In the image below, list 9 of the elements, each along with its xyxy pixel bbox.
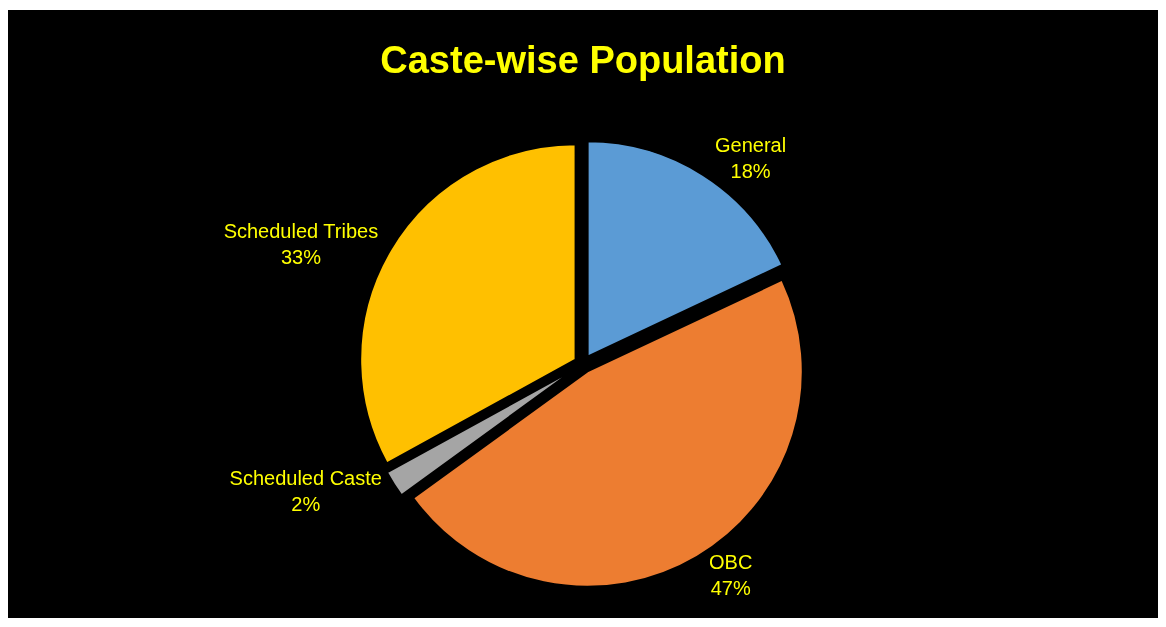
data-label: 33% — [280, 245, 322, 268]
data-label: 18% — [730, 159, 771, 182]
data-label: 47% — [710, 576, 751, 599]
data-label: 2% — [291, 492, 321, 515]
slice-label: General — [715, 133, 787, 156]
slice-label: Scheduled Tribes — [223, 219, 379, 242]
slice-label: OBC — [709, 550, 753, 573]
slice-label: Scheduled Caste — [229, 466, 382, 489]
chart-title: Caste-wise Population — [380, 39, 786, 82]
